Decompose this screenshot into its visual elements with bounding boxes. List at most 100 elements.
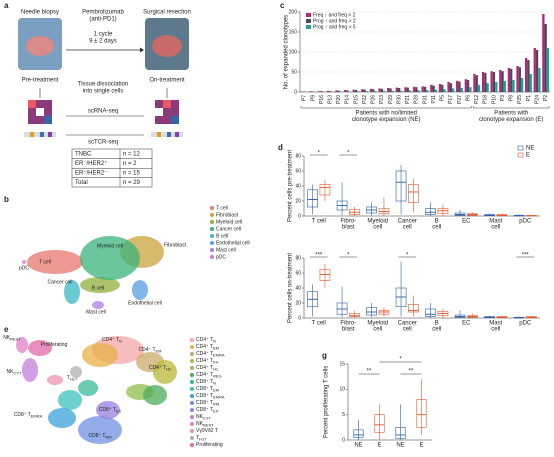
label: B cell xyxy=(216,233,228,239)
cluster xyxy=(16,337,28,353)
label: Mast xyxy=(489,219,502,225)
label-main: CD8⁺ T xyxy=(88,433,105,439)
bar xyxy=(473,74,476,92)
bar xyxy=(538,68,541,92)
label: clonotype expansion (E) xyxy=(479,117,543,123)
label: Prog ↑ and freq > 2 xyxy=(313,18,356,24)
bar xyxy=(464,79,467,92)
bar xyxy=(397,88,401,92)
bar xyxy=(363,89,366,92)
label-main: NK xyxy=(196,421,204,427)
bar xyxy=(404,87,407,92)
legend-label: CD8⁺ TEX xyxy=(196,407,219,413)
legend-label: NKREST xyxy=(3,335,21,341)
label: Myeloid xyxy=(367,321,388,327)
bar xyxy=(365,91,369,92)
label: Myeloid cell xyxy=(97,243,123,249)
legend-swatch xyxy=(210,248,214,252)
box xyxy=(374,414,385,433)
box xyxy=(353,429,364,438)
label: into single cells xyxy=(83,89,124,95)
box xyxy=(319,184,331,196)
label: cell xyxy=(403,327,412,333)
label-main: CD8⁺ T xyxy=(196,386,213,392)
label: 10 xyxy=(339,387,345,393)
bar xyxy=(512,80,515,92)
heatmap-on xyxy=(155,100,179,124)
box xyxy=(395,427,406,439)
legend-swatch xyxy=(190,436,194,440)
label: P29 xyxy=(388,95,394,104)
label-sub: EMRA xyxy=(213,353,225,358)
label: Fibro- xyxy=(340,219,356,225)
label: * xyxy=(347,151,350,157)
label: ** xyxy=(409,369,414,375)
label: Cancer xyxy=(398,321,417,327)
label: *** xyxy=(522,253,530,259)
legend-label: CD4⁺ TEM xyxy=(139,347,162,353)
legend-swatch xyxy=(190,359,194,363)
label-main: CD8⁺ T xyxy=(196,379,213,385)
label: Fibroblast xyxy=(216,212,239,218)
box xyxy=(425,208,436,215)
label: P3 xyxy=(500,95,506,101)
bar xyxy=(501,71,504,92)
legend-swatch xyxy=(210,234,214,238)
label-main: CD4⁺ T xyxy=(139,347,156,353)
cluster xyxy=(58,390,82,410)
label: P5 xyxy=(440,95,446,101)
label: Fibroblast xyxy=(164,242,187,248)
bar xyxy=(449,83,453,92)
label: c xyxy=(280,1,285,10)
bar xyxy=(510,68,513,92)
bar xyxy=(417,90,420,92)
cluster xyxy=(92,301,104,309)
label-sub: H17 xyxy=(199,437,207,442)
label: cell xyxy=(491,225,500,231)
label: 100 xyxy=(289,49,298,55)
label: P15 xyxy=(353,95,359,104)
bar xyxy=(320,91,323,92)
cluster xyxy=(82,343,118,367)
legend-swatch xyxy=(210,213,214,217)
label: P11 xyxy=(431,95,437,104)
label-main: CD4⁺ T xyxy=(102,337,119,343)
legend-label: CD4⁺ TREG xyxy=(196,372,222,378)
tissue xyxy=(26,36,54,56)
legend-label: Vγ9Vδ2 T xyxy=(196,428,218,434)
label: EC xyxy=(462,219,471,225)
label: P21 xyxy=(405,95,411,104)
bar xyxy=(434,89,438,92)
bar xyxy=(387,88,390,92)
legend-swatch xyxy=(517,145,524,151)
bar xyxy=(361,89,364,92)
label: P25 xyxy=(517,95,523,104)
label: Mast xyxy=(489,321,502,327)
label: 200 xyxy=(289,9,298,15)
label-sub: N xyxy=(119,339,122,344)
bar xyxy=(533,48,536,92)
cluster xyxy=(64,280,80,304)
label: P16 xyxy=(319,95,325,104)
label-main: CD8⁺ T xyxy=(196,407,213,413)
label: cell xyxy=(432,225,441,231)
label: Myeloid xyxy=(367,219,388,225)
label: cell xyxy=(373,225,382,231)
cluster xyxy=(27,250,83,274)
label: 40 xyxy=(295,285,301,291)
label: pDC xyxy=(519,219,532,225)
legend-swatch xyxy=(190,415,194,419)
cluster xyxy=(22,260,26,264)
label-main: CD4⁺ T xyxy=(196,337,213,343)
legend-swatch xyxy=(190,366,194,370)
bar xyxy=(343,90,347,92)
bar xyxy=(395,87,398,92)
label: T cell xyxy=(312,321,326,327)
label: P13 xyxy=(328,95,334,104)
label: B xyxy=(435,321,439,327)
bar xyxy=(406,87,409,92)
cluster xyxy=(48,408,76,428)
label: EC xyxy=(462,321,471,327)
legend-label: TH17 xyxy=(196,435,207,441)
